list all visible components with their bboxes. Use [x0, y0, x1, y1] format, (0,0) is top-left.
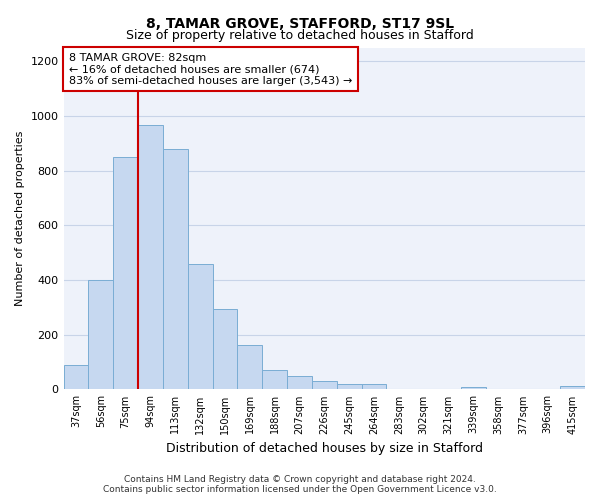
Bar — [362, 384, 386, 390]
X-axis label: Distribution of detached houses by size in Stafford: Distribution of detached houses by size … — [166, 442, 483, 455]
Text: 8, TAMAR GROVE, STAFFORD, ST17 9SL: 8, TAMAR GROVE, STAFFORD, ST17 9SL — [146, 18, 454, 32]
Text: Size of property relative to detached houses in Stafford: Size of property relative to detached ho… — [126, 29, 474, 42]
Bar — [188, 264, 212, 390]
Text: Contains HM Land Registry data © Crown copyright and database right 2024.
Contai: Contains HM Land Registry data © Crown c… — [103, 474, 497, 494]
Bar — [64, 365, 88, 390]
Bar — [88, 280, 113, 390]
Text: 8 TAMAR GROVE: 82sqm
← 16% of detached houses are smaller (674)
83% of semi-deta: 8 TAMAR GROVE: 82sqm ← 16% of detached h… — [69, 52, 352, 86]
Bar — [337, 384, 362, 390]
Bar — [113, 158, 138, 390]
Bar — [461, 386, 485, 390]
Bar — [560, 386, 585, 390]
Bar — [262, 370, 287, 390]
Bar — [287, 376, 312, 390]
Y-axis label: Number of detached properties: Number of detached properties — [15, 131, 25, 306]
Bar — [212, 308, 238, 390]
Bar — [238, 345, 262, 390]
Bar — [163, 148, 188, 390]
Bar — [312, 381, 337, 390]
Bar — [138, 126, 163, 390]
